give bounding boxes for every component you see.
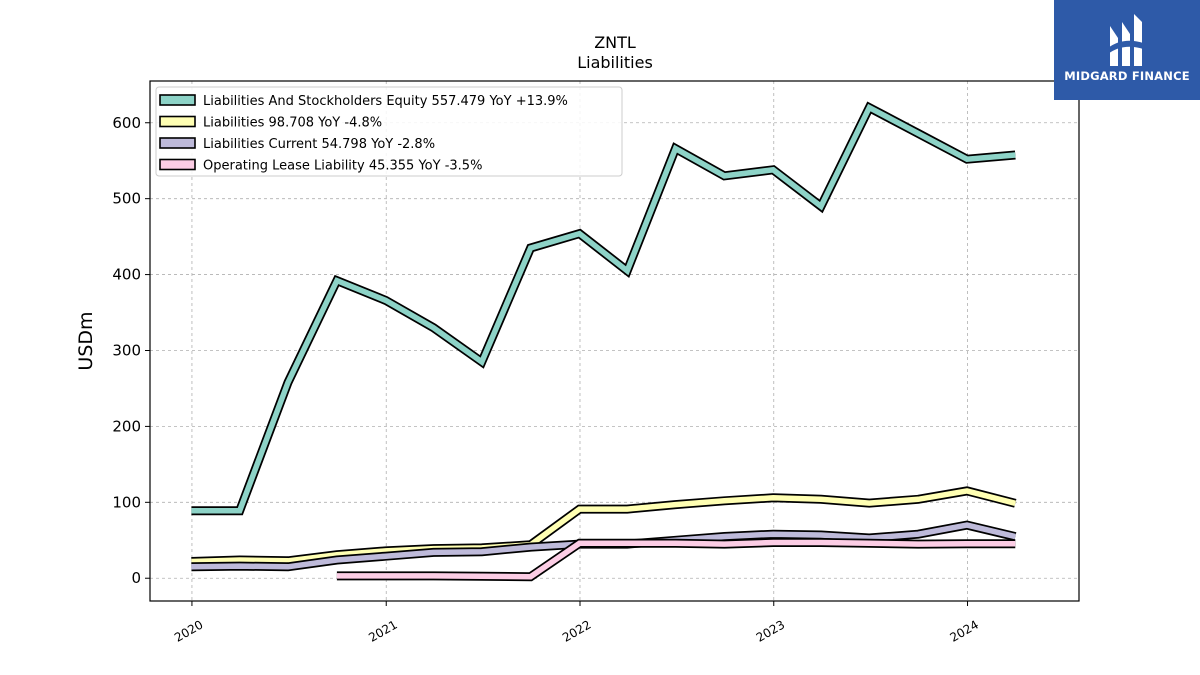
- legend-box: [155, 86, 623, 177]
- y-tick-label: 100: [112, 493, 141, 511]
- legend-swatch-3: [159, 158, 196, 171]
- legend-swatch-2: [159, 137, 196, 149]
- series-layer: [191, 101, 1017, 582]
- legend-entry-2: Liabilities Current 54.798 YoY -2.8%: [203, 137, 435, 152]
- legend-swatch-1: [159, 115, 196, 128]
- y-axis-label: USDm: [75, 311, 97, 370]
- y-tick-label: 600: [112, 114, 141, 132]
- series-line-3: [336, 539, 1016, 580]
- brand-logo: MIDGARD FINANCE: [1054, 0, 1200, 100]
- y-tick-label: 400: [112, 266, 141, 284]
- x-axis: 2020 2021 2022 2023 2024: [172, 601, 981, 645]
- y-tick-label: 500: [112, 190, 141, 208]
- legend: Liabilities And Stockholders Equity 557.…: [155, 86, 623, 177]
- plot-frame: [149, 80, 1080, 602]
- legend-entry-0: Liabilities And Stockholders Equity 557.…: [203, 94, 568, 109]
- y-tick-label: 0: [131, 569, 141, 587]
- chart-subtitle: Liabilities: [577, 53, 653, 72]
- x-tick-label: 2024: [948, 617, 981, 644]
- midgard-logo-icon: [1108, 14, 1146, 66]
- x-tick-label: 2023: [754, 617, 787, 644]
- legend-entry-1: Liabilities 98.708 YoY -4.8%: [203, 116, 382, 131]
- legend-entry-3: Operating Lease Liability 45.355 YoY -3.…: [203, 159, 482, 174]
- series-line-1: [191, 488, 1016, 565]
- x-tick-label: 2021: [366, 617, 399, 644]
- brand-name: MIDGARD FINANCE: [1064, 69, 1190, 83]
- y-tick-label: 200: [112, 417, 141, 435]
- x-tick-label: 2022: [560, 617, 593, 644]
- chart-title: ZNTL: [594, 33, 636, 52]
- y-tick-label: 300: [112, 341, 141, 359]
- legend-swatch-0: [159, 94, 196, 106]
- y-axis: 0 100 200 300 400 500 600: [112, 114, 150, 587]
- x-tick-label: 2020: [172, 617, 205, 644]
- series-line-0: [191, 103, 1016, 514]
